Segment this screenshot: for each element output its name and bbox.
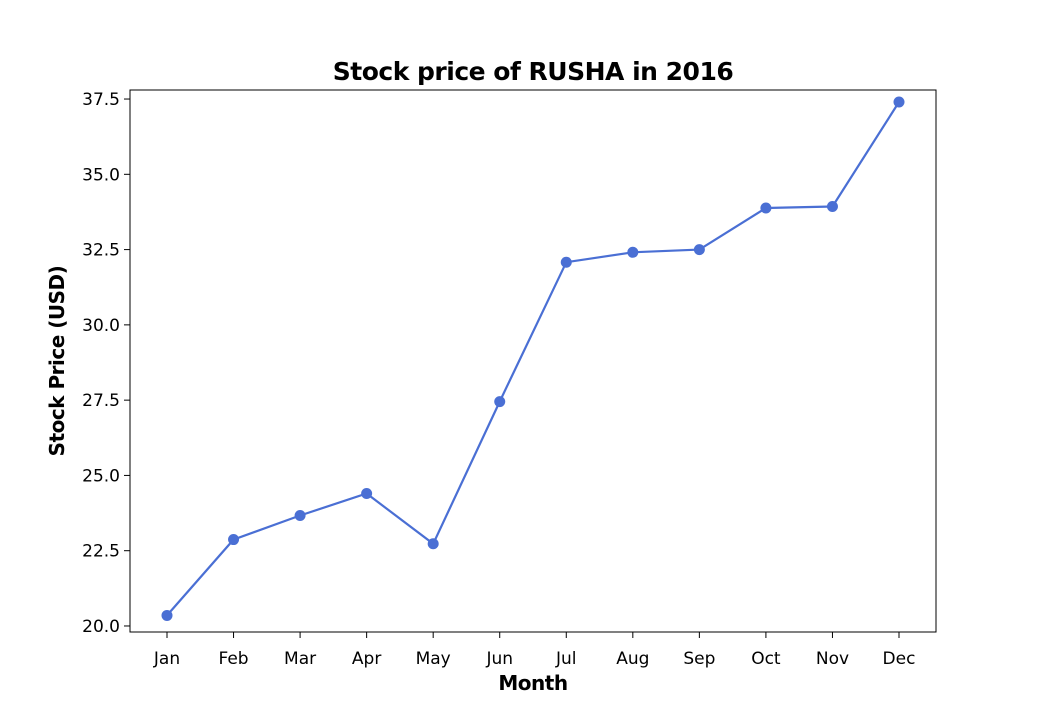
y-tick-label: 32.5 [82, 241, 120, 261]
data-point-dec [893, 96, 905, 108]
data-points [161, 96, 905, 621]
data-point-aug [627, 246, 639, 258]
series-line [166, 101, 900, 617]
y-tick-label: 25.0 [82, 466, 120, 486]
data-point-nov [826, 201, 838, 213]
x-tick-label: Sep [683, 649, 715, 669]
y-tick-label: 20.0 [82, 617, 120, 637]
data-point-may [427, 538, 439, 550]
y-axis-label: Stock Price (USD) [45, 266, 69, 457]
y-tick-label: 27.5 [82, 391, 120, 411]
data-point-apr [361, 487, 373, 499]
data-point-feb [228, 534, 240, 546]
x-tick-label: Nov [816, 649, 849, 669]
x-tick-label: Feb [218, 649, 248, 669]
data-point-mar [294, 509, 306, 521]
data-point-oct [760, 202, 772, 214]
x-axis: Jan Feb Mar Apr May Jun Jul Aug Sep Oct Nov Dec [153, 632, 916, 669]
data-point-jan [161, 609, 173, 621]
y-axis: 20.0 22.5 25.0 27.5 30.0 32.5 35.0 37.5 [82, 90, 130, 637]
x-tick-label: Oct [751, 649, 781, 669]
y-tick-label: 22.5 [82, 542, 120, 562]
x-tick-label: Mar [284, 649, 316, 669]
plot-area-frame [129, 89, 937, 633]
x-tick-label: Jun [485, 649, 513, 669]
y-tick-label: 35.0 [82, 165, 120, 185]
x-tick-label: Dec [883, 649, 916, 669]
data-point-sep [693, 244, 705, 256]
chart-title: Stock price of RUSHA in 2016 [333, 57, 734, 86]
x-axis-label: Month [498, 671, 567, 695]
y-tick-label: 37.5 [82, 90, 120, 110]
x-tick-label: Jul [555, 649, 577, 669]
x-tick-label: Apr [352, 649, 381, 669]
y-tick-label: 30.0 [82, 316, 120, 336]
x-tick-label: Aug [616, 649, 649, 669]
data-point-jun [494, 396, 506, 408]
x-tick-label: Jan [153, 649, 180, 669]
data-point-jul [560, 256, 572, 268]
x-tick-label: May [416, 649, 451, 669]
